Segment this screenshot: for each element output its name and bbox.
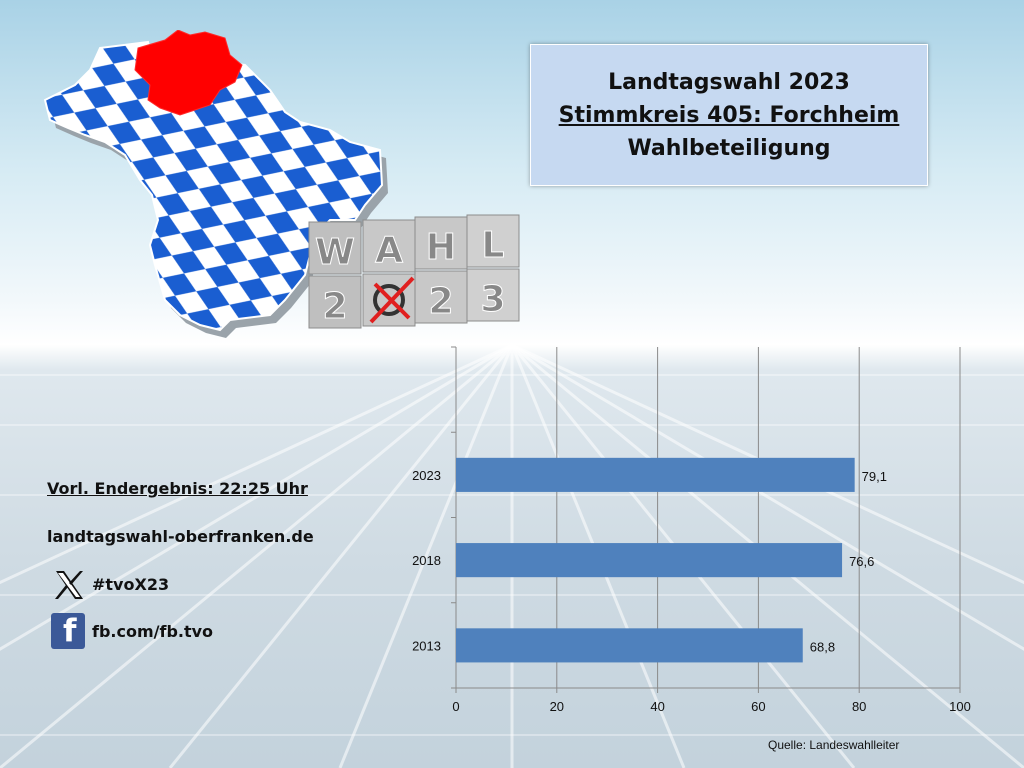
x-tick-label: 20 — [550, 699, 564, 714]
source-note: Quelle: Landeswahlleiter — [768, 738, 900, 752]
forchheim-region-highlight — [134, 30, 243, 116]
badge-letter: A — [375, 230, 403, 271]
background-floor — [0, 345, 1024, 768]
x-handle-text: #tvoX23 — [92, 575, 170, 594]
bar — [456, 543, 843, 578]
bar-value-label: 68,8 — [810, 639, 835, 654]
badge-digit: 3 — [480, 279, 505, 320]
x-tick-label: 80 — [852, 699, 866, 714]
x-tick-label: 40 — [650, 699, 664, 714]
title-box: Landtagswahl 2023 Stimmkreis 405: Forchh… — [530, 44, 928, 186]
x-logo-icon — [55, 571, 83, 599]
badge-digit: 2 — [428, 281, 453, 322]
website-text: landtagswahl-oberfranken.de — [47, 527, 314, 546]
facebook-logo-icon: f — [51, 613, 85, 649]
page-topic: Wahlbeteiligung — [627, 135, 831, 161]
bar-value-label: 79,1 — [862, 469, 887, 484]
ballot-circle-icon — [373, 284, 405, 316]
badge-letter: H — [426, 227, 456, 268]
x-tick-label: 60 — [751, 699, 765, 714]
bar-value-label: 76,6 — [849, 554, 874, 569]
x-tick-label: 0 — [452, 699, 459, 714]
bavaria-map — [43, 30, 388, 338]
bar — [456, 457, 855, 492]
page-subtitle: Stimmkreis 405: Forchheim — [558, 102, 900, 128]
result-time-text: Vorl. Endergebnis: 22:25 Uhr — [47, 479, 308, 498]
bar — [456, 628, 803, 663]
y-tick-label: 2013 — [412, 638, 441, 653]
badge-letter: W — [315, 232, 355, 273]
badge-digit: 2 — [322, 286, 347, 327]
ballot-cross-icon — [369, 276, 415, 324]
badge-letter: L — [482, 225, 505, 266]
y-tick-label: 2018 — [412, 553, 441, 568]
x-tick-label: 100 — [949, 699, 971, 714]
facebook-link-text: fb.com/fb.tvo — [92, 622, 214, 641]
wahl-2023-badge: W A H L 2 2 3 — [308, 214, 520, 329]
y-tick-label: 2023 — [412, 468, 441, 483]
page-title: Landtagswahl 2023 — [608, 69, 850, 95]
